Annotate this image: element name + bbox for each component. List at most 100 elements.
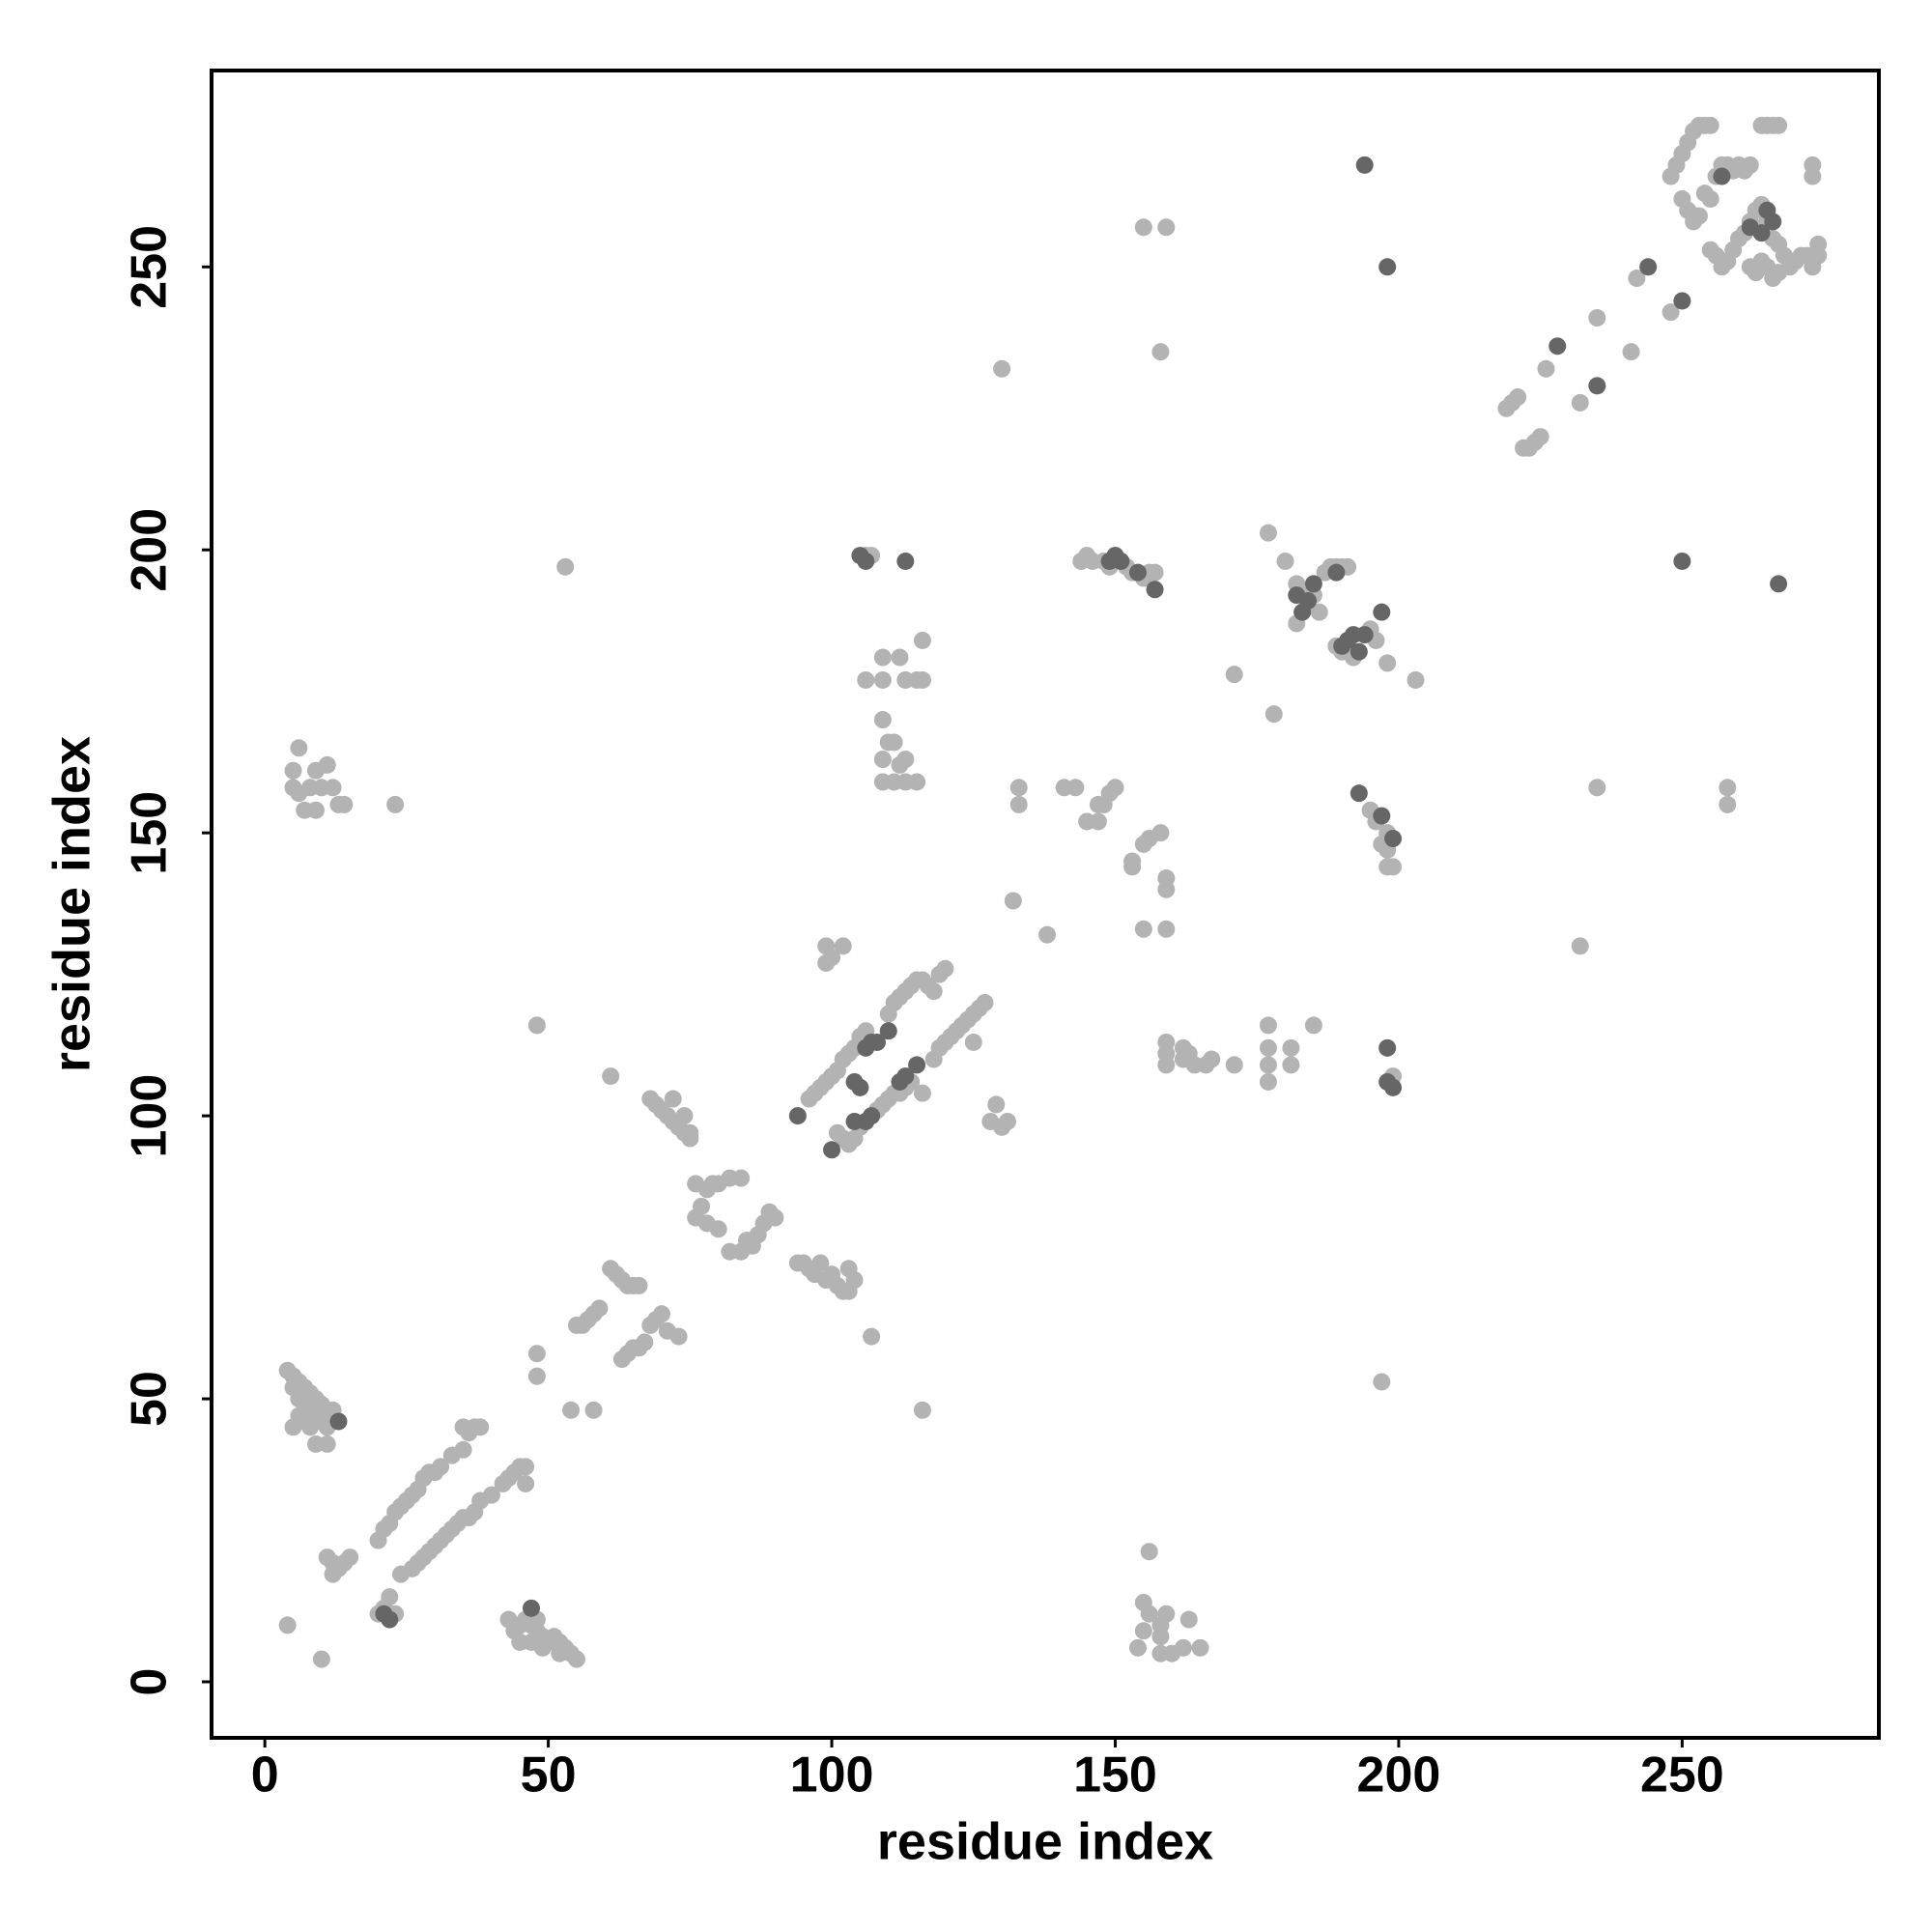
point	[924, 982, 943, 1001]
point	[817, 953, 836, 972]
y-tick-label: 100	[122, 1074, 178, 1158]
point	[1259, 1072, 1277, 1091]
point	[1128, 1638, 1147, 1657]
point	[851, 1078, 869, 1096]
point	[1264, 705, 1283, 724]
point	[630, 1276, 648, 1294]
point	[885, 733, 903, 752]
point	[732, 1169, 751, 1187]
point	[896, 552, 915, 570]
point	[1809, 246, 1828, 265]
point	[664, 1090, 682, 1108]
point	[896, 1067, 915, 1086]
point	[1378, 858, 1397, 876]
point	[1373, 1373, 1391, 1391]
point	[873, 751, 892, 769]
point	[873, 670, 892, 689]
point	[857, 670, 875, 689]
y-tick-label: 150	[122, 791, 178, 875]
point	[669, 1327, 688, 1346]
point	[987, 1095, 1006, 1114]
point	[381, 1610, 399, 1629]
point	[1509, 388, 1527, 407]
point	[517, 1458, 535, 1476]
point	[1310, 603, 1328, 621]
point	[1531, 428, 1549, 446]
point	[1571, 393, 1589, 412]
point	[867, 1033, 886, 1051]
point	[1406, 670, 1425, 689]
point	[1548, 337, 1567, 355]
point	[1355, 626, 1374, 644]
y-tick-label: 200	[122, 508, 178, 592]
y-axis-title: residue index	[43, 736, 100, 1072]
point	[522, 1599, 540, 1617]
point	[1174, 1638, 1192, 1657]
point	[834, 937, 852, 955]
x-tick-label: 200	[1357, 1747, 1441, 1804]
point	[1157, 218, 1176, 237]
x-tick-label: 150	[1073, 1747, 1157, 1804]
point	[1350, 642, 1368, 661]
point	[1089, 795, 1107, 813]
plot-frame	[210, 69, 1881, 1740]
point	[913, 1401, 931, 1419]
x-tick-label: 0	[251, 1747, 279, 1804]
point	[318, 1435, 336, 1453]
point	[1690, 207, 1708, 225]
point	[1140, 1543, 1158, 1561]
x-tick-label: 250	[1640, 1747, 1724, 1804]
point	[863, 1107, 881, 1125]
point	[879, 1022, 897, 1040]
point	[432, 1458, 450, 1476]
point	[1009, 795, 1028, 813]
point	[1384, 1078, 1403, 1096]
point	[1157, 920, 1176, 938]
point	[1179, 1610, 1198, 1629]
point	[1009, 779, 1028, 797]
point	[913, 670, 931, 689]
point	[1259, 1038, 1277, 1057]
point	[1373, 807, 1391, 825]
point	[324, 779, 342, 797]
point	[675, 1107, 694, 1125]
point	[709, 1220, 727, 1238]
point	[329, 1412, 348, 1431]
point	[1770, 235, 1788, 253]
point	[1378, 654, 1397, 672]
point	[381, 1588, 399, 1606]
point	[318, 755, 336, 774]
point	[1123, 852, 1142, 870]
point	[1378, 1038, 1397, 1057]
point	[1276, 552, 1294, 570]
point	[1259, 524, 1277, 542]
point	[1673, 292, 1691, 310]
point	[517, 1474, 535, 1492]
point	[312, 1412, 330, 1431]
point	[1719, 779, 1737, 797]
point	[1770, 116, 1788, 134]
point	[1701, 116, 1719, 134]
point	[1089, 812, 1107, 831]
point	[896, 751, 915, 769]
point	[341, 1548, 359, 1567]
point	[693, 1197, 711, 1215]
point	[567, 1650, 585, 1668]
point	[908, 773, 926, 791]
point	[1350, 784, 1368, 803]
point	[1373, 603, 1391, 621]
point	[324, 1565, 342, 1583]
point	[998, 1112, 1016, 1130]
point	[533, 1638, 552, 1657]
point	[811, 1254, 830, 1272]
point	[1146, 581, 1164, 599]
point	[278, 1616, 297, 1634]
point	[527, 1016, 546, 1035]
x-axis-title: residue index	[877, 1812, 1213, 1870]
point	[936, 959, 954, 978]
point	[602, 1067, 620, 1086]
y-tick-label: 50	[122, 1371, 178, 1427]
point	[1770, 575, 1788, 593]
point	[1151, 343, 1170, 361]
